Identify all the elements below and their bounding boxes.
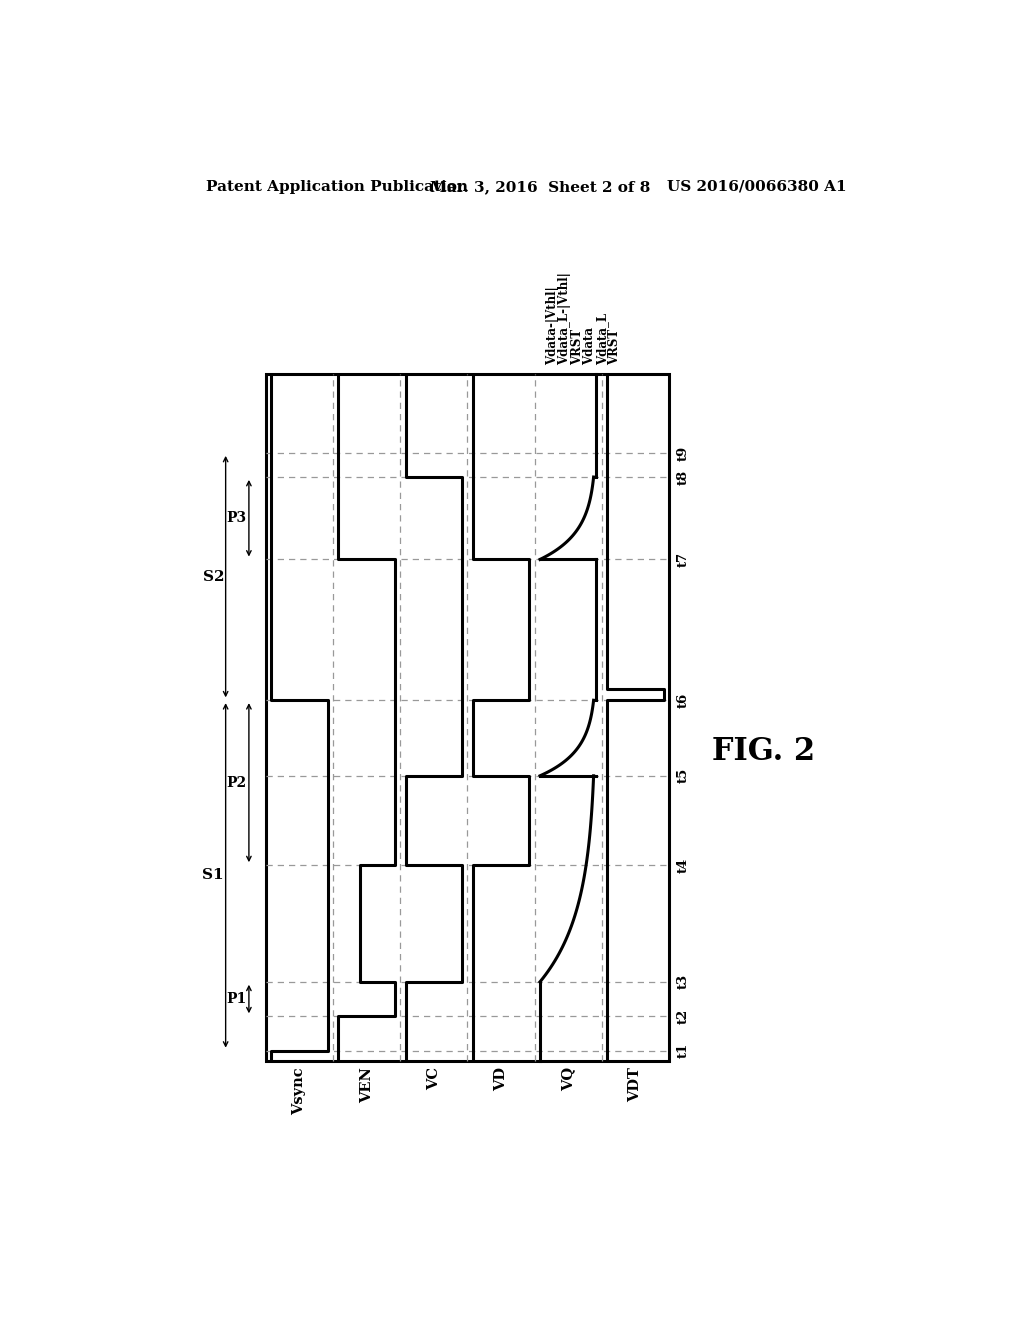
Text: VD: VD — [494, 1067, 508, 1092]
Text: VRST: VRST — [608, 329, 622, 364]
Text: P2: P2 — [226, 776, 247, 789]
Text: t2: t2 — [677, 1008, 690, 1024]
Text: P1: P1 — [226, 993, 247, 1006]
Text: t5: t5 — [677, 768, 690, 784]
Text: VQ: VQ — [561, 1067, 575, 1092]
Text: Vdata_L: Vdata_L — [596, 313, 609, 364]
Text: Vdata_L-|Vthl|: Vdata_L-|Vthl| — [558, 272, 570, 364]
Text: FIG. 2: FIG. 2 — [712, 735, 815, 767]
Text: t6: t6 — [677, 693, 690, 708]
Text: VRST: VRST — [571, 329, 584, 364]
Text: VEN: VEN — [359, 1067, 374, 1104]
Text: Vdata-|Vthl|: Vdata-|Vthl| — [546, 286, 559, 364]
Text: S2: S2 — [203, 570, 224, 583]
Text: VDT: VDT — [629, 1067, 642, 1102]
Text: t7: t7 — [677, 552, 690, 568]
Text: S1: S1 — [203, 869, 224, 882]
Text: VC: VC — [427, 1067, 441, 1090]
Text: t8: t8 — [677, 470, 690, 484]
Text: Vdata: Vdata — [584, 327, 596, 364]
Text: t3: t3 — [677, 974, 690, 990]
Text: t4: t4 — [677, 858, 690, 873]
Bar — [266, 374, 669, 1061]
Text: Mar. 3, 2016  Sheet 2 of 8: Mar. 3, 2016 Sheet 2 of 8 — [430, 180, 650, 194]
Text: P3: P3 — [226, 511, 247, 525]
Text: Vsync: Vsync — [293, 1067, 306, 1114]
Text: t9: t9 — [677, 445, 690, 461]
Text: Patent Application Publication: Patent Application Publication — [206, 180, 468, 194]
Text: t1: t1 — [677, 1043, 690, 1059]
Text: US 2016/0066380 A1: US 2016/0066380 A1 — [667, 180, 846, 194]
